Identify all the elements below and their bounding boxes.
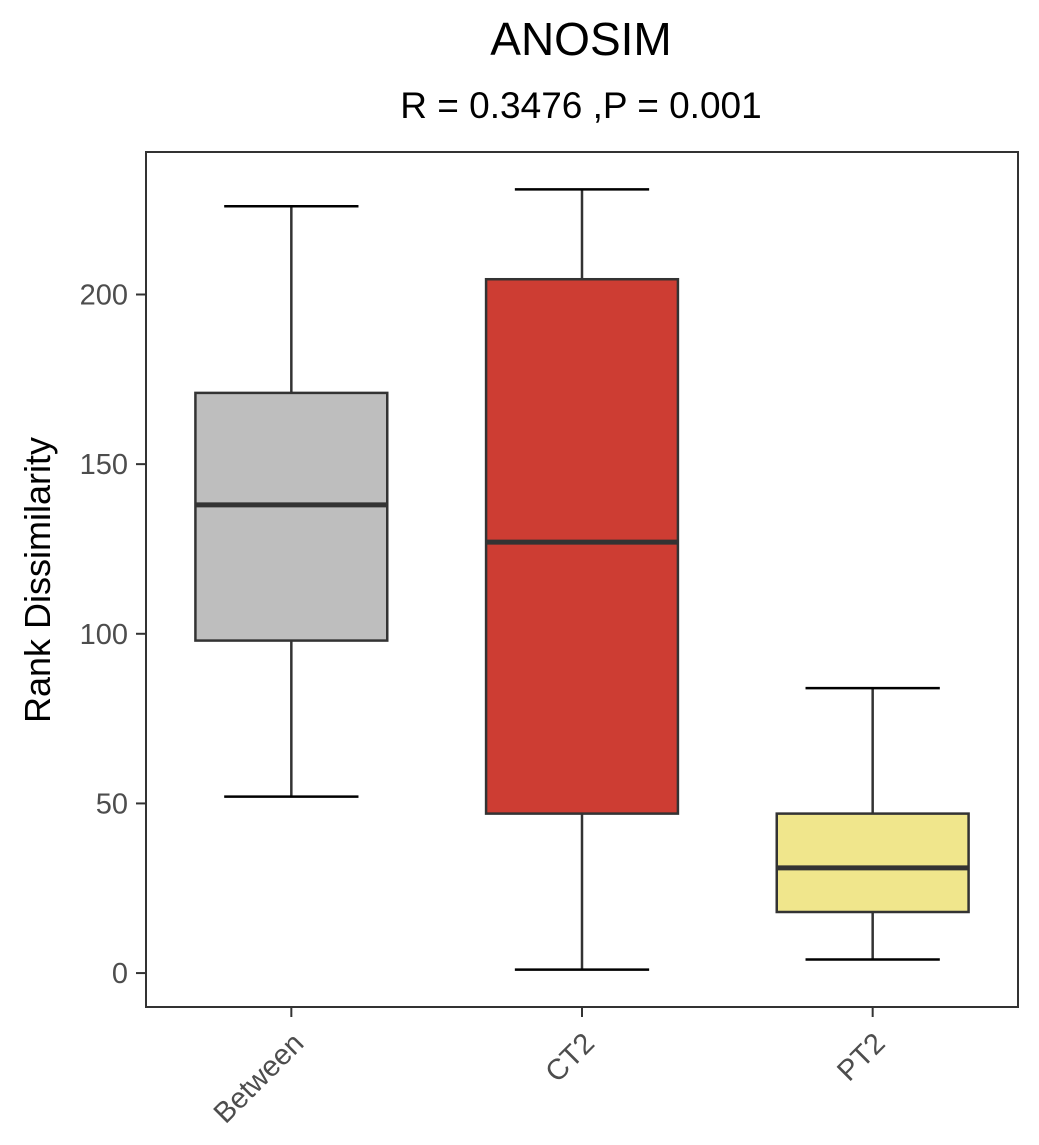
x-tick-label-pt2: PT2 [831,1027,891,1087]
y-axis-title: Rank Dissimilarity [17,437,58,723]
y-tick-label: 150 [80,449,128,481]
chart-subtitle: R = 0.3476 ,P = 0.001 [400,85,761,126]
chart-title: ANOSIM [490,13,671,65]
y-tick-label: 0 [112,958,128,990]
y-tick-label: 200 [80,280,128,312]
box-ct2 [484,277,680,815]
y-tick-label: 100 [80,619,128,651]
box-between [194,391,389,642]
x-tick-label-ct2: CT2 [540,1027,601,1088]
box-pt2 [775,812,970,914]
x-tick-label-between: Between [208,1027,310,1129]
plot-panel-border [145,151,1019,1008]
plot-area: 0 50 100 150 200 Between CT2 PT2 [80,188,970,1130]
y-tick-label: 50 [96,788,128,820]
